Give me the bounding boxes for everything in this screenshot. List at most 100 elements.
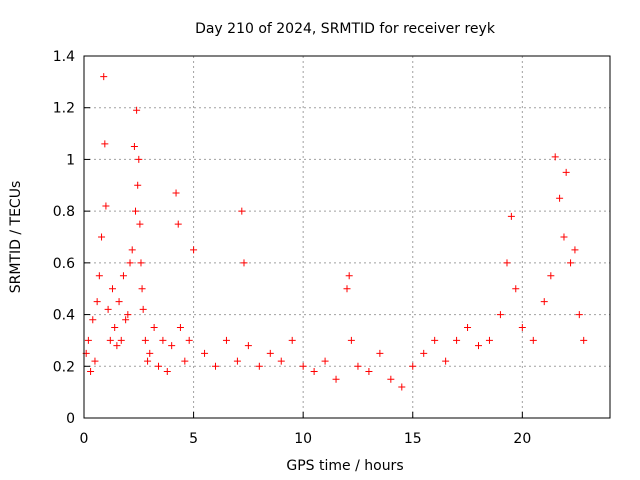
data-point	[343, 285, 351, 293]
data-point	[332, 375, 340, 383]
data-point	[104, 305, 112, 313]
data-point	[181, 357, 189, 365]
tick-labels: 0 0.2 0.4 0.6 0.8 1 1.2 1.4 0 5 10 15 20	[53, 49, 532, 447]
x-tick-label: 20	[513, 431, 531, 447]
data-point	[562, 168, 570, 176]
data-point	[310, 367, 318, 375]
data-point	[540, 298, 548, 306]
data-point	[137, 259, 145, 267]
data-point	[409, 362, 417, 370]
data-point	[507, 212, 515, 220]
data-point	[144, 357, 152, 365]
data-point	[122, 316, 130, 324]
data-point	[124, 311, 132, 319]
data-point	[575, 311, 583, 319]
data-point	[299, 362, 307, 370]
y-tick-label: 0.4	[53, 308, 75, 324]
data-point	[106, 336, 114, 344]
data-point	[126, 259, 134, 267]
data-point	[512, 285, 520, 293]
data-point	[240, 259, 248, 267]
data-point	[201, 349, 209, 357]
y-tick-label: 0.6	[53, 256, 75, 272]
data-point	[485, 336, 493, 344]
chart-title: Day 210 of 2024, SRMTID for receiver rey…	[195, 21, 496, 37]
data-point	[431, 336, 439, 344]
data-point	[464, 324, 472, 331]
data-point	[347, 336, 355, 344]
x-tick-label: 5	[189, 431, 198, 447]
data-point	[87, 367, 95, 375]
y-tick-label: 0	[66, 411, 75, 427]
data-point	[176, 324, 184, 331]
y-tick-label: 1.2	[53, 101, 75, 117]
data-point	[398, 383, 406, 391]
data-point	[130, 143, 138, 150]
data-point	[155, 362, 163, 370]
data-point	[222, 336, 230, 344]
data-point	[266, 349, 274, 357]
data-point	[244, 342, 252, 350]
y-tick-label: 0.8	[53, 204, 75, 220]
data-point	[387, 375, 395, 383]
data-point	[174, 220, 182, 228]
data-point	[146, 349, 154, 357]
data-point	[119, 272, 127, 280]
data-point	[117, 336, 125, 344]
data-point	[93, 298, 101, 306]
x-tick-label: 15	[404, 431, 422, 447]
data-point	[108, 285, 116, 293]
data-point	[91, 357, 99, 365]
data-point	[98, 233, 106, 241]
data-point	[475, 342, 482, 350]
data-point	[185, 336, 193, 344]
grid	[83, 55, 610, 419]
data-point	[238, 207, 246, 215]
data-point	[277, 357, 285, 365]
data-point	[551, 153, 559, 161]
data-point	[376, 349, 384, 357]
data-point	[139, 305, 147, 313]
data-point	[547, 272, 555, 280]
data-point	[556, 194, 564, 202]
data-point	[529, 336, 537, 344]
data-point	[128, 246, 136, 254]
data-point	[560, 233, 568, 241]
data-point	[580, 336, 588, 344]
data-point	[89, 316, 97, 324]
data-point	[571, 246, 579, 254]
data-point	[132, 207, 140, 215]
data-point	[150, 324, 158, 331]
data-point	[159, 336, 167, 344]
data-point	[163, 367, 171, 375]
data-point	[172, 189, 180, 197]
data-point	[101, 140, 109, 148]
data-point	[321, 357, 329, 365]
data-point	[136, 220, 144, 228]
y-axis-label: SRMTID / TECUs	[8, 181, 24, 294]
x-axis-label: GPS time / hours	[286, 458, 403, 474]
data-point	[100, 73, 108, 81]
data-point	[190, 246, 198, 254]
plot-frame	[83, 55, 611, 419]
data-point	[420, 349, 428, 357]
data-point	[168, 342, 176, 350]
data-point	[95, 272, 103, 280]
data-point	[354, 362, 362, 370]
data-point	[212, 362, 219, 370]
data-point	[102, 202, 110, 210]
data-point	[567, 259, 575, 267]
y-tick-label: 1	[66, 152, 75, 168]
data-point	[496, 311, 504, 319]
data-point	[135, 155, 143, 163]
data-point	[503, 259, 511, 267]
data-point	[365, 367, 373, 375]
data-point	[518, 324, 526, 331]
data-point	[115, 298, 123, 306]
data-point	[134, 181, 142, 189]
y-tick-label: 1.4	[53, 49, 75, 65]
data-point	[453, 336, 461, 344]
data-point	[345, 272, 353, 280]
data-points	[82, 73, 588, 391]
